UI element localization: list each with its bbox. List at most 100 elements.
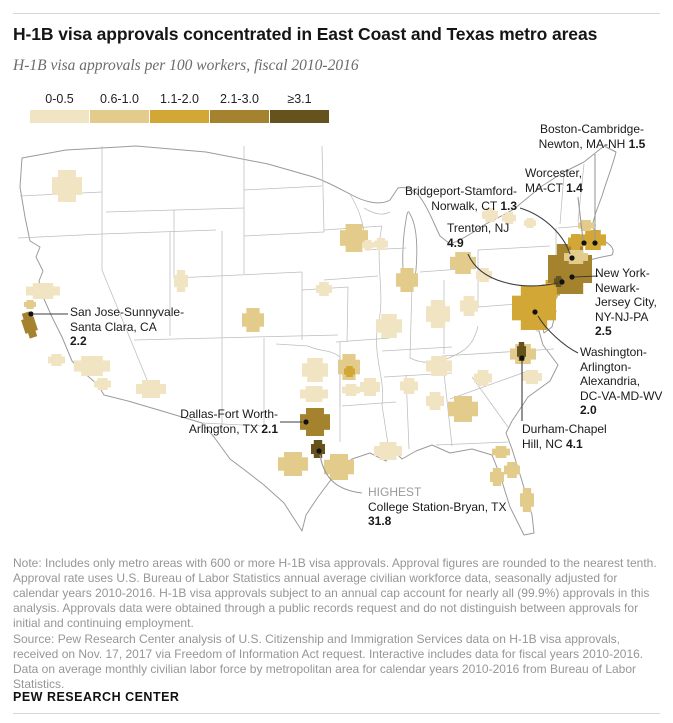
metro-region [342, 384, 360, 396]
callout-value: 2.1 [261, 421, 278, 436]
metro-region [300, 408, 330, 436]
highest-tag: HIGHEST [368, 485, 422, 499]
dot-bridgeport [569, 255, 575, 261]
metro-region [517, 342, 526, 361]
metro-region [324, 454, 354, 480]
callout-name: San Jose-Sunnyvale- Santa Clara, CA [70, 305, 185, 334]
dot-dallas [303, 419, 309, 425]
legend-bin-swatch [150, 110, 209, 123]
legend-bin-swatch [210, 110, 269, 123]
metro-region [476, 268, 492, 282]
legend-bin-swatch [270, 110, 329, 123]
metro-region [492, 446, 510, 458]
metro-region [302, 358, 328, 382]
callout-new-york: New York- Newark- Jersey City, NY-NJ-PA … [595, 266, 673, 339]
metro-region [426, 300, 450, 328]
leader-trenton [467, 253, 559, 287]
leader-washington [537, 315, 579, 354]
metro-region [362, 240, 374, 250]
metro-region [520, 488, 534, 512]
dot-washington [532, 309, 538, 315]
callout-name: Bridgeport-Stamford- Norwalk, CT [404, 184, 517, 213]
note-text: Note: Includes only metro areas with 600… [13, 556, 657, 630]
metro-region [21, 311, 38, 339]
legend-bin-swatch [30, 110, 89, 123]
metro-region [450, 252, 476, 274]
legend-bin-3: 2.1-3.0 [210, 92, 269, 123]
metro-region [48, 354, 65, 366]
metro-region [578, 220, 594, 231]
metro-region [504, 462, 520, 478]
callout-san-jose: San Jose-Sunnyvale- Santa Clara, CA 2.2 [70, 305, 210, 349]
metro-region [568, 234, 583, 250]
metro-region [580, 230, 606, 250]
metro-region [340, 224, 368, 252]
callout-dallas: Dallas-Fort Worth- Arlington, TX 2.1 [158, 407, 278, 436]
callout-bridgeport: Bridgeport-Stamford- Norwalk, CT 1.3 [357, 184, 517, 213]
metro-region [426, 356, 452, 376]
dot-boston [592, 240, 598, 246]
callout-durham: Durham-Chapel Hill, NC 4.1 [522, 422, 638, 451]
metro-region [524, 218, 536, 228]
metro-region [400, 378, 418, 394]
callout-name: Dallas-Fort Worth- Arlington, TX [180, 407, 278, 436]
dot-nyc [569, 274, 575, 280]
callout-value: 4.9 [447, 235, 464, 250]
metro-region [522, 370, 542, 384]
metro-region [448, 396, 478, 422]
callout-value: 2.5 [595, 324, 612, 338]
legend-bin-0: 0-0.5 [30, 92, 89, 123]
callout-trenton: Trenton, NJ 4.9 [447, 221, 537, 250]
dot-college-station [316, 448, 322, 454]
callout-leaders [34, 154, 599, 494]
dot-san-jose [28, 311, 34, 317]
metro-region [396, 268, 418, 292]
us-choropleth-map [17, 145, 617, 536]
legend-bin-label: ≥3.1 [287, 92, 312, 106]
metro-region [300, 386, 328, 402]
bottom-rule [13, 713, 660, 714]
callout-name: Boston-Cambridge- Newton, MA-NH [538, 122, 645, 151]
metro-region [26, 283, 60, 299]
metro-region [374, 442, 402, 460]
legend-bin-swatch [90, 110, 149, 123]
metro-region [376, 314, 402, 338]
callout-name: Worcester, MA-CT [525, 166, 583, 195]
metro-region [24, 300, 36, 309]
leader-college-station [319, 454, 363, 494]
dot-worcester [581, 240, 587, 246]
callout-washington: Washington- Arlington- Alexandria, DC-VA… [580, 345, 672, 418]
leader-nyc [573, 275, 599, 278]
metro-region [242, 308, 264, 332]
callout-value: 31.8 [368, 514, 392, 528]
callout-name: Durham-Chapel Hill, NC [522, 422, 607, 451]
legend-bin-1: 0.6-1.0 [90, 92, 149, 123]
metro-region [460, 296, 478, 316]
metro-region [554, 276, 563, 287]
legend-bin-label: 2.1-3.0 [220, 92, 259, 106]
metro-region [94, 378, 111, 390]
legend-bin-label: 0.6-1.0 [100, 92, 139, 106]
metro-region [426, 392, 444, 410]
leader-worcester [577, 196, 584, 241]
dot-durham [519, 355, 525, 361]
source-text: Source: Pew Research Center analysis of … [13, 632, 644, 691]
callout-value: 1.3 [500, 198, 517, 213]
metro-region [174, 270, 188, 292]
callout-name: New York- Newark- Jersey City, NY-NJ-PA [595, 266, 657, 324]
callout-value: 1.5 [628, 136, 646, 151]
callout-dots [28, 240, 598, 454]
metro-region [490, 468, 504, 486]
legend-bin-2: 1.1-2.0 [150, 92, 209, 123]
callout-worcester: Worcester, MA-CT 1.4 [525, 166, 595, 195]
metro-region [74, 356, 110, 376]
legend-bin-4: ≥3.1 [270, 92, 329, 123]
metro-region [316, 282, 332, 296]
leader-bridgeport [519, 207, 571, 255]
callout-name: Trenton, NJ [447, 221, 510, 235]
legend-bin-label: 1.1-2.0 [160, 92, 199, 106]
metro-region [360, 378, 380, 396]
callout-boston: Boston-Cambridge- Newton, MA-NH 1.5 [524, 122, 660, 151]
metro-region [474, 370, 492, 386]
